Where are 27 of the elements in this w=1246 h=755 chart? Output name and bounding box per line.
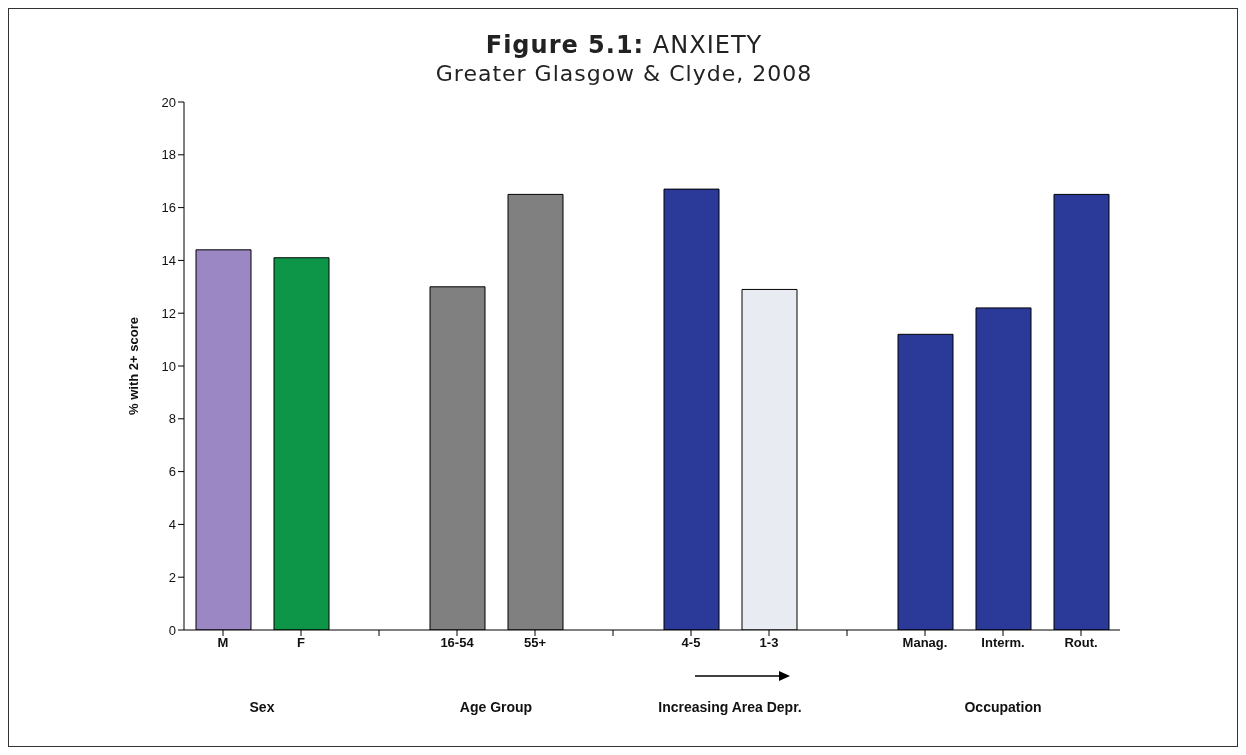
y-tick-label: 14 <box>161 253 176 269</box>
y-tick-label: 12 <box>161 305 176 321</box>
y-tick-label: 6 <box>168 464 176 480</box>
x-tick-label: 16-54 <box>440 635 475 651</box>
x-tick-label: 4-5 <box>681 635 701 651</box>
y-axis-title: % with 2+ score <box>125 317 141 415</box>
x-tick-label: Rout. <box>1064 635 1098 651</box>
y-tick-label: 16 <box>161 200 176 216</box>
x-tick-label: 55+ <box>523 635 547 651</box>
y-tick-label: 4 <box>168 517 176 533</box>
x-tick-label: Manag. <box>902 635 948 651</box>
x-tick-label: M <box>217 635 229 651</box>
y-tick-label: 2 <box>168 569 176 585</box>
x-tick-label: 1-3 <box>759 635 779 651</box>
y-tick-label: 18 <box>161 147 176 163</box>
text: Increasing Area Depr. <box>657 699 803 715</box>
y-tick-label: 20 <box>161 94 176 110</box>
chart-subtitle: Greater Glasgow & Clyde, 2008 <box>434 61 814 86</box>
y-tick-label: 8 <box>168 411 176 427</box>
y-tick-label: 10 <box>161 358 176 374</box>
text: Occupation <box>963 699 1043 715</box>
text: Age Group <box>458 699 534 715</box>
y-tick-label: 0 <box>168 622 176 638</box>
chart-title: Figure 5.1: ANXIETY <box>484 31 764 59</box>
x-tick-label: F <box>297 635 306 651</box>
x-tick-label: Interm. <box>981 635 1025 651</box>
text: Sex <box>248 699 276 715</box>
